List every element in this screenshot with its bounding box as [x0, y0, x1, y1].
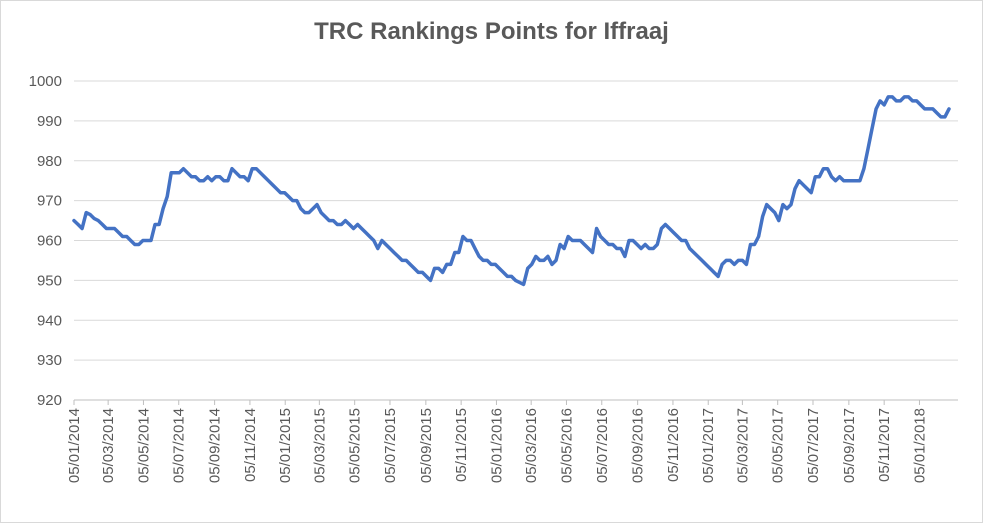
x-tick-label: 05/03/2016 — [523, 408, 540, 483]
x-tick-label: 05/11/2014 — [242, 408, 259, 482]
x-tick-label: 05/05/2016 — [558, 408, 575, 483]
y-tick-label: 920 — [37, 392, 62, 409]
x-tick-label: 05/09/2015 — [418, 408, 435, 483]
chart-title: TRC Rankings Points for Iffraaj — [314, 18, 669, 45]
y-axis-tick-labels: 920 930 940 950 960 970 980 990 1000 — [29, 73, 62, 409]
x-tick-label: 05/11/2015 — [453, 408, 470, 482]
x-tick-label: 05/07/2014 — [171, 408, 188, 483]
y-tick-label: 960 — [37, 233, 62, 250]
x-tick-label: 05/05/2015 — [347, 408, 364, 483]
y-tick-label: 990 — [37, 113, 62, 130]
x-tick-label: 05/07/2016 — [594, 408, 611, 483]
x-tick-label: 05/09/2017 — [841, 408, 858, 483]
y-tick-label: 970 — [37, 193, 62, 210]
x-tick-label: 05/07/2015 — [382, 408, 399, 483]
y-tick-label: 1000 — [29, 73, 62, 90]
x-tick-label: 05/05/2014 — [135, 408, 152, 483]
x-tick-label: 05/11/2016 — [665, 408, 682, 482]
x-tick-label: 05/03/2015 — [311, 408, 328, 483]
x-tick-label: 05/05/2017 — [770, 408, 787, 483]
x-tick-label: 05/11/2017 — [876, 408, 893, 482]
x-tick-label: 05/03/2014 — [100, 408, 117, 483]
x-tick-label: 05/09/2014 — [207, 408, 224, 483]
x-tick-label: 05/01/2016 — [488, 408, 505, 483]
y-tick-label: 950 — [37, 272, 62, 289]
x-tick-label: 05/07/2017 — [805, 408, 822, 483]
y-tick-label: 930 — [37, 352, 62, 369]
x-tick-label: 05/01/2018 — [911, 408, 928, 483]
x-tick-label: 05/01/2014 — [66, 408, 83, 483]
x-tick-label: 05/01/2015 — [277, 408, 294, 483]
x-tick-label: 05/01/2017 — [700, 408, 717, 483]
y-tick-label: 940 — [37, 312, 62, 329]
y-tick-label: 980 — [37, 153, 62, 170]
x-tick-label: 05/03/2017 — [734, 408, 751, 483]
series-layer — [72, 95, 951, 287]
x-axis-tick-labels: 05/01/2014 05/03/2014 05/05/2014 05/07/2014… — [66, 408, 928, 483]
series-line — [72, 95, 951, 287]
x-axis — [73, 399, 958, 405]
x-tick-label: 05/09/2016 — [630, 408, 647, 483]
gridlines — [74, 80, 958, 361]
